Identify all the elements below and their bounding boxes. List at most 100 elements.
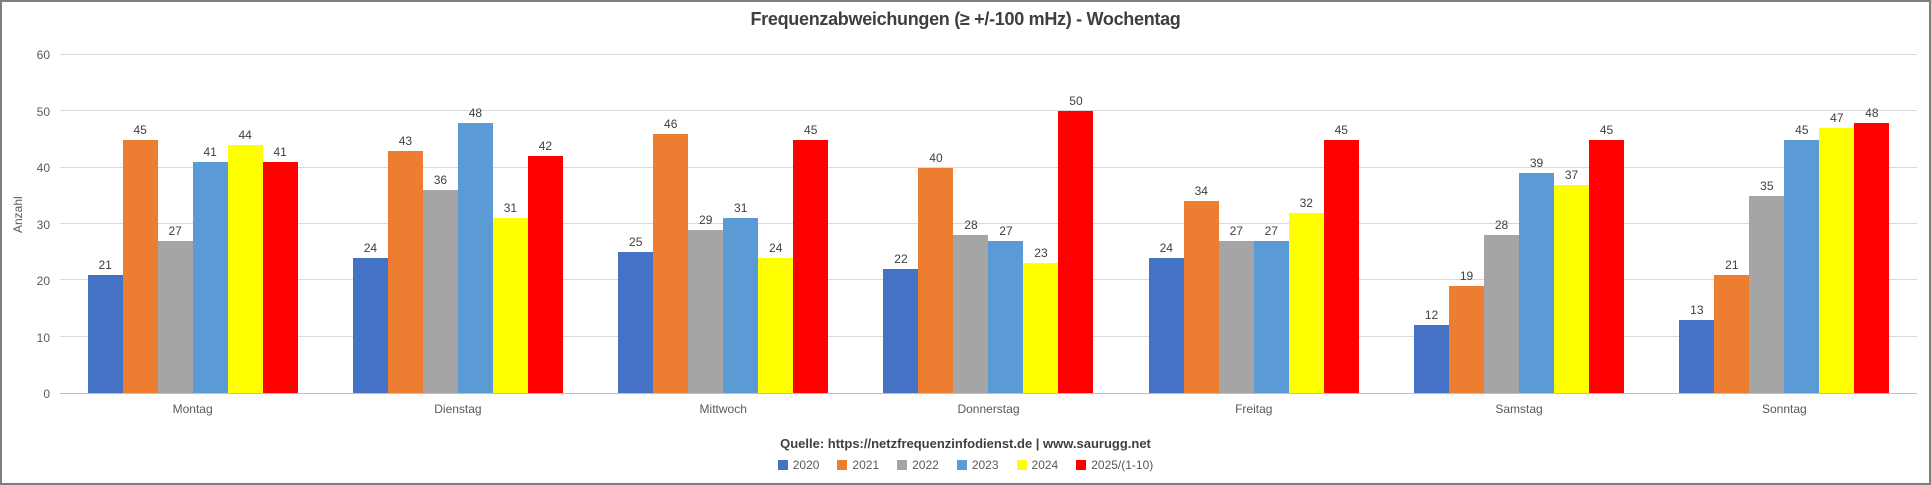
bar-2021-freitag: 34 (1183, 184, 1219, 393)
bar-2022-samstag: 28 (1484, 218, 1520, 393)
x-label-freitag: Freitag (1235, 402, 1273, 416)
legend-swatch-icon (1076, 460, 1087, 470)
y-tick-label-40: 40 (36, 161, 50, 175)
bar-value-label: 41 (273, 145, 287, 160)
bar-2024-freitag: 32 (1288, 196, 1324, 393)
x-label-samstag: Samstag (1495, 402, 1543, 416)
bar-group-donnerstag: 22 40 28 27 23 50 (856, 55, 1121, 393)
bar-2022-sonntag: 35 (1749, 179, 1785, 393)
bar-group-dienstag: 24 43 36 48 31 42 (325, 55, 590, 393)
bar-2024-sonntag: 47 (1819, 111, 1855, 393)
y-tick-label-60: 60 (36, 48, 50, 62)
bar-group-samstag: 12 19 28 39 37 45 (1386, 55, 1651, 393)
bar-value-label: 27 (168, 223, 182, 238)
bar-2022-montag: 27 (157, 224, 193, 393)
bar-value-label: 35 (1760, 178, 1774, 193)
bar-value-label: 37 (1564, 167, 1579, 182)
chart-title: Frequenzabweichungen (≥ +/-100 mHz) - Wo… (750, 9, 1181, 29)
legend-swatch-icon (956, 460, 967, 470)
x-label-donnerstag: Donnerstag (957, 402, 1020, 416)
bar-value-label: 28 (1494, 218, 1509, 233)
bar-2021-montag: 45 (122, 123, 158, 393)
bar-group-mittwoch: 25 46 29 31 24 45 (591, 55, 856, 393)
bar-value-label: 34 (1194, 184, 1208, 199)
bar-value-label: 13 (1690, 302, 1704, 317)
bar-2022-mittwoch: 29 (688, 213, 724, 393)
x-label-sonntag: Sonntag (1761, 402, 1807, 416)
bar-2022-dienstag: 36 (422, 173, 458, 393)
bar-2023-montag: 41 (192, 145, 228, 393)
bar-2021-sonntag: 21 (1714, 258, 1750, 393)
legend-label: 2020 (792, 458, 820, 472)
bar-value-label: 32 (1299, 195, 1313, 210)
bar-group-sonntag: 13 21 35 45 47 48 (1652, 55, 1917, 393)
bar-value-label: 12 (1424, 308, 1439, 323)
bar-value-label: 47 (1830, 111, 1844, 126)
bar-value-label: 39 (1529, 156, 1544, 171)
bar-value-label: 40 (929, 150, 943, 165)
x-axis-labels: Montag Dienstag Mittwoch Donnerstag Freitag S… (60, 402, 1917, 416)
x-label-montag: Montag (172, 402, 213, 416)
bar-value-label: 27 (1229, 223, 1243, 238)
bar-value-label: 36 (433, 173, 448, 188)
legend-label: 2022 (912, 458, 939, 472)
bar-2023-sonntag: 45 (1784, 123, 1820, 393)
bar-2021-dienstag: 43 (387, 134, 423, 393)
bar-value-label: 25 (629, 235, 643, 250)
bar-value-label: 50 (1069, 94, 1083, 109)
bar-2020-sonntag: 13 (1679, 303, 1715, 393)
bar-value-label: 45 (133, 122, 147, 137)
legend-item-2021: 2021 (837, 458, 879, 472)
plot-area: 21 45 27 41 44 41 24 43 36 48 31 42 25 46 29 31 24 45 22 40… (60, 54, 1917, 394)
legend-item-2020: 2020 (777, 458, 820, 472)
gridline-30 (60, 223, 1917, 224)
bar-value-label: 27 (1264, 223, 1278, 238)
legend-swatch-icon (1016, 460, 1027, 470)
bar-value-label: 45 (1599, 122, 1614, 137)
y-tick-label-50: 50 (36, 104, 50, 119)
bar-value-label: 28 (964, 218, 978, 233)
bar-2025-1-10-freitag: 45 (1323, 123, 1359, 393)
y-tick-label-20: 20 (36, 274, 50, 288)
bar-value-label: 42 (538, 139, 553, 154)
bar-2024-montag: 44 (227, 128, 263, 393)
bar-value-label: 43 (398, 133, 413, 148)
bar-2025-1-10-dienstag: 42 (527, 139, 563, 393)
bar-2022-freitag: 27 (1218, 224, 1254, 393)
legend-item-2024: 2024 (1016, 458, 1059, 472)
bar-2023-freitag: 27 (1253, 224, 1289, 393)
bar-value-label: 45 (804, 122, 818, 137)
bar-2024-dienstag: 31 (492, 201, 528, 393)
bar-value-label: 29 (699, 212, 713, 227)
bar-value-label: 31 (734, 201, 748, 216)
legend-item-2025-1-10: 2025/(1-10) (1076, 458, 1153, 472)
x-label-dienstag: Dienstag (434, 402, 482, 416)
bar-2025-1-10-mittwoch: 45 (793, 123, 829, 393)
bar-value-label: 46 (664, 116, 678, 131)
legend-label: 2021 (852, 458, 880, 472)
legend-item-2022: 2022 (897, 458, 939, 472)
bar-value-label: 23 (1034, 246, 1048, 261)
y-tick-label-10: 10 (36, 330, 50, 345)
source-caption: Quelle: https://netzfrequenzinfodienst.d… (780, 436, 1151, 451)
bar-value-label: 24 (1159, 240, 1173, 255)
bar-value-label: 21 (1725, 257, 1739, 272)
x-label-mittwoch: Mittwoch (699, 402, 747, 416)
bar-2023-donnerstag: 27 (988, 224, 1024, 393)
bar-value-label: 27 (999, 223, 1013, 238)
bar-2025-1-10-sonntag: 48 (1854, 106, 1890, 393)
legend-label: 2024 (1031, 458, 1059, 472)
bar-value-label: 45 (1334, 122, 1348, 137)
bar-2025-1-10-samstag: 45 (1589, 123, 1625, 393)
legend-swatch-icon (837, 460, 848, 470)
bar-value-label: 21 (98, 257, 112, 272)
bar-2023-samstag: 39 (1519, 156, 1555, 393)
bar-2020-mittwoch: 25 (618, 235, 654, 393)
bar-2025-1-10-donnerstag: 50 (1058, 94, 1094, 393)
bar-2021-mittwoch: 46 (653, 117, 689, 393)
bar-value-label: 48 (468, 105, 483, 120)
bar-value-label: 45 (1795, 122, 1809, 137)
bar-group-montag: 21 45 27 41 44 41 (60, 55, 325, 393)
legend-swatch-icon (777, 460, 788, 470)
